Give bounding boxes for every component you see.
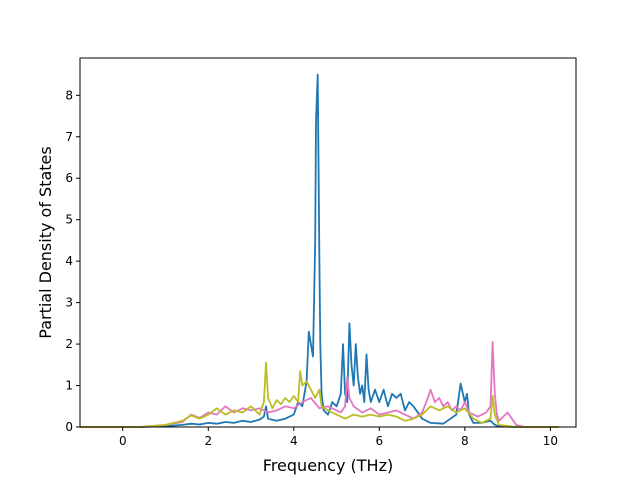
- x-tick-label: 0: [119, 434, 127, 448]
- x-tick-label: 2: [204, 434, 212, 448]
- y-axis-label: Partial Density of States: [36, 146, 55, 338]
- x-tick-label: 6: [375, 434, 383, 448]
- plot-series: [80, 73, 559, 428]
- x-tick-label: 4: [290, 434, 298, 448]
- series-line-3: [80, 361, 559, 428]
- y-tick-label: 0: [65, 420, 73, 434]
- y-tick-label: 2: [65, 337, 73, 351]
- x-axis-label: Frequency (THz): [263, 456, 393, 475]
- y-tick-label: 3: [65, 296, 73, 310]
- y-tick-label: 1: [65, 379, 73, 393]
- x-tick-label: 8: [461, 434, 469, 448]
- y-tick-label: 8: [65, 88, 73, 102]
- y-tick-label: 5: [65, 213, 73, 227]
- plot-frame: [79, 57, 577, 428]
- x-tick-label: 10: [543, 434, 558, 448]
- y-tick-label: 7: [65, 130, 73, 144]
- x-axis-ticks: 0 2 4 6 8 10: [119, 427, 558, 448]
- y-axis-ticks: 0 1 2 3 4 5 6 7 8: [65, 88, 80, 434]
- y-tick-label: 6: [65, 171, 73, 185]
- series-line-2: [80, 341, 559, 428]
- y-tick-label: 4: [65, 254, 73, 268]
